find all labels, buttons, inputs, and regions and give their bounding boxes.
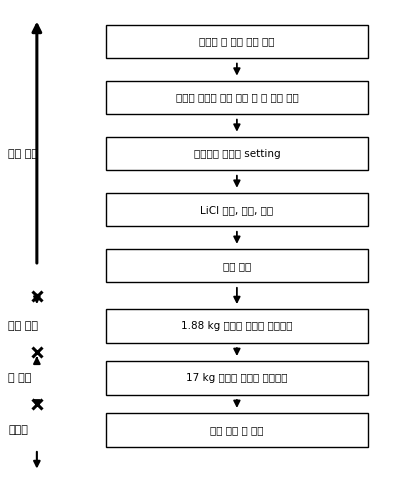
FancyBboxPatch shape [106, 362, 368, 395]
FancyBboxPatch shape [106, 413, 368, 447]
FancyBboxPatch shape [106, 310, 368, 343]
Text: 본 실험: 본 실험 [8, 373, 31, 383]
Text: 마루리: 마루리 [8, 425, 28, 435]
FancyBboxPatch shape [106, 249, 368, 282]
Text: 우라늄 산화물 펠렛 제조 및 열 수분 제거: 우라늄 산화물 펠렛 제조 및 열 수분 제거 [176, 93, 298, 103]
Text: 예비 실험: 예비 실험 [8, 321, 38, 331]
Text: 준비 과정: 준비 과정 [8, 149, 38, 159]
FancyBboxPatch shape [106, 81, 368, 114]
Text: LiCl 주입, 예열, 용용: LiCl 주입, 예열, 용용 [200, 205, 274, 215]
Text: 플랜지 및 전극 부품 제작: 플랜지 및 전극 부품 제작 [199, 36, 275, 47]
FancyBboxPatch shape [106, 137, 368, 170]
Text: 전극 주입: 전극 주입 [223, 261, 251, 271]
Text: 17 kg 우라늄 산화물 전해환원: 17 kg 우라늄 산화물 전해환원 [186, 373, 288, 383]
Text: 반응 종료 및 분석: 반응 종료 및 분석 [210, 425, 264, 435]
Text: 전해환원 반응기 setting: 전해환원 반응기 setting [194, 149, 280, 159]
FancyBboxPatch shape [106, 25, 368, 58]
Text: 1.88 kg 우라늄 산화물 전해환원: 1.88 kg 우라늄 산화물 전해환원 [181, 321, 293, 331]
FancyBboxPatch shape [106, 193, 368, 226]
